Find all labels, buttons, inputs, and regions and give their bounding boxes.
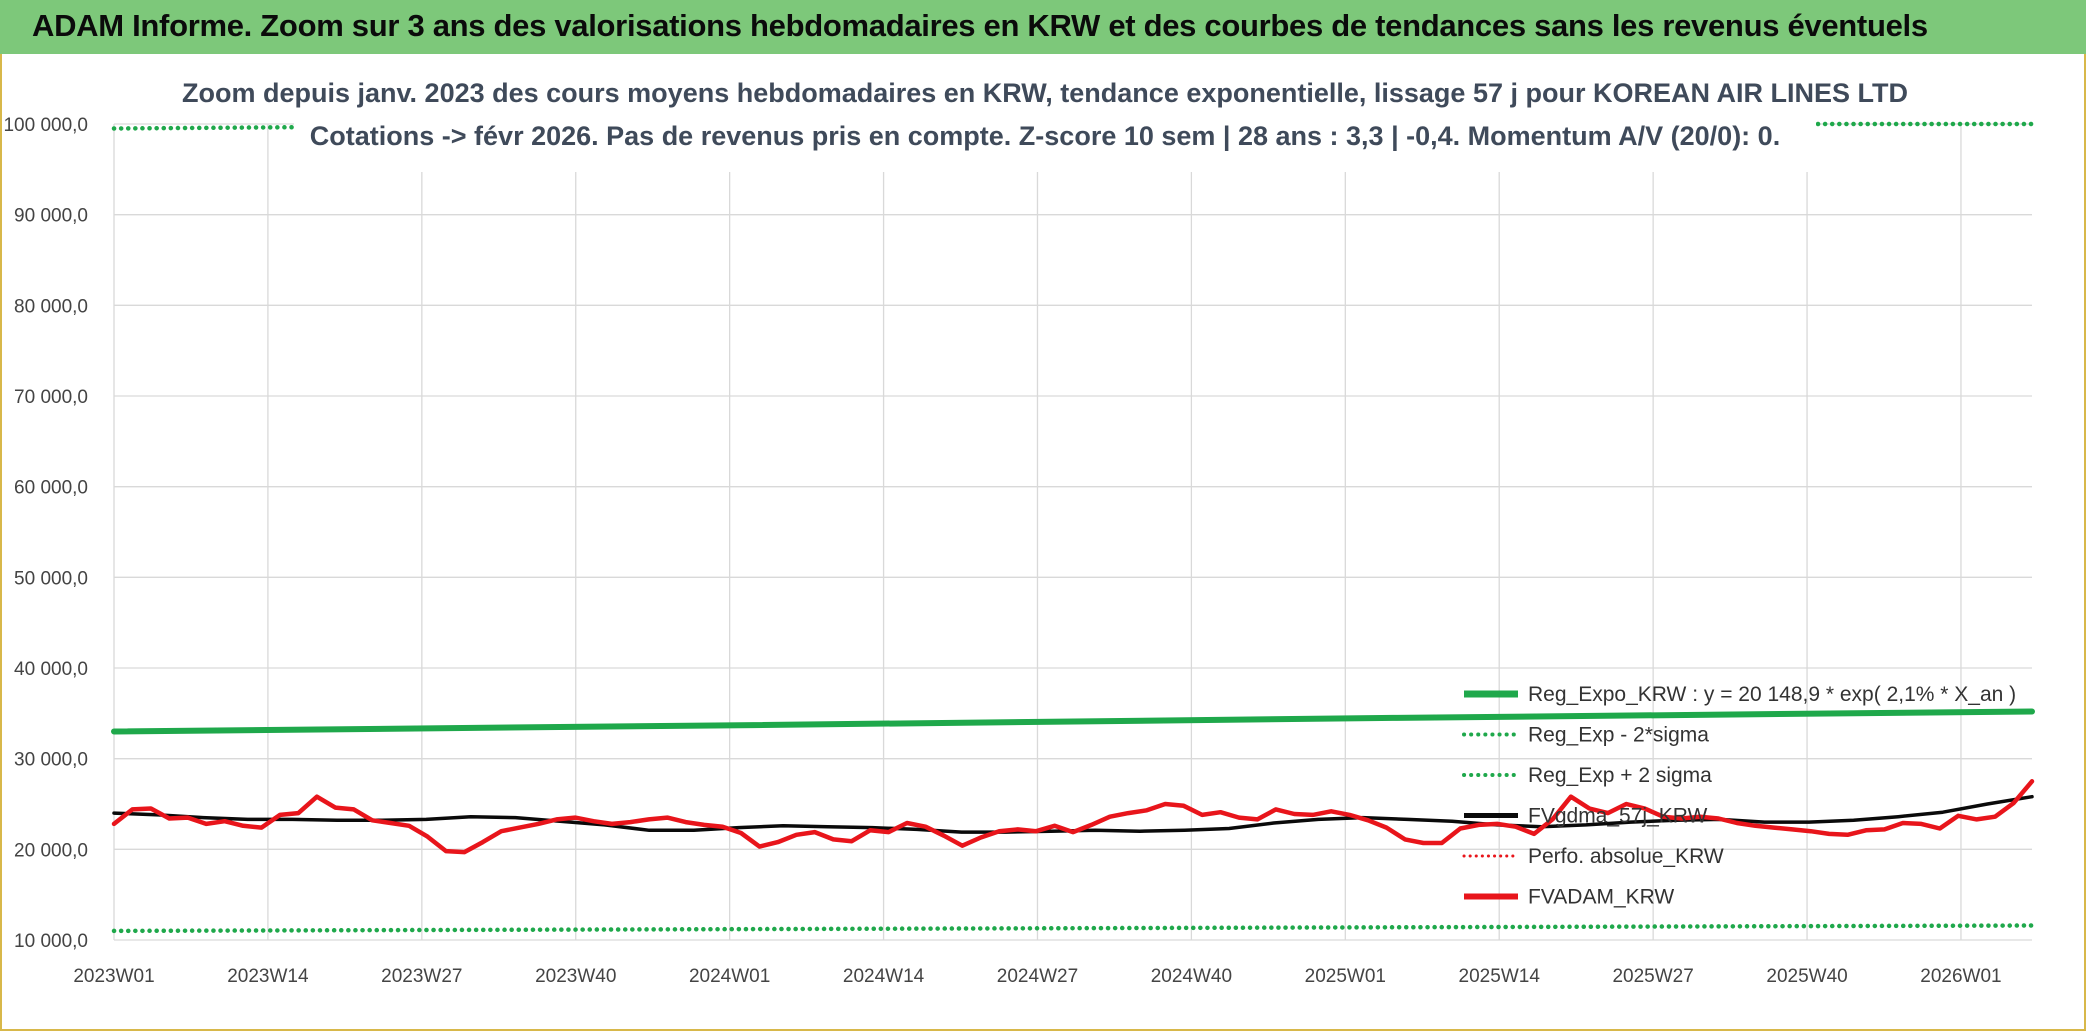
legend-label: Perfo. absolue_KRW <box>1528 845 1724 868</box>
x-tick-label: 2024W40 <box>1151 966 1232 987</box>
y-tick-label: 100 000,0 <box>3 115 88 136</box>
y-tick-label: 50 000,0 <box>14 568 88 589</box>
x-tick-label: 2025W27 <box>1612 966 1693 987</box>
y-tick-label: 40 000,0 <box>14 659 88 680</box>
y-tick-label: 60 000,0 <box>14 478 88 499</box>
legend-label: Reg_Expo_KRW : y = 20 148,9 * exp( 2,1% … <box>1528 683 2016 706</box>
chart-subtitle: Cotations -> févr 2026. Pas de revenus p… <box>310 121 1780 151</box>
x-tick-label: 2023W14 <box>227 966 309 987</box>
chart-frame: 10 000,0 20 000,0 30 000,0 40 000,0 50 000,0… <box>0 54 2086 1031</box>
legend-label: Reg_Exp - 2*sigma <box>1528 724 1709 747</box>
y-tick-label: 90 000,0 <box>14 206 88 227</box>
x-tick-label: 2024W27 <box>997 966 1078 987</box>
x-tick-label: 2023W27 <box>381 966 462 987</box>
y-tick-label: 30 000,0 <box>14 750 88 771</box>
x-tick-label: 2023W40 <box>535 966 616 987</box>
y-tick-label: 80 000,0 <box>14 296 88 317</box>
x-tick-label: 2025W14 <box>1459 966 1541 987</box>
banner-title: ADAM Informe. Zoom sur 3 ans des valoris… <box>32 8 1928 43</box>
y-tick-label: 70 000,0 <box>14 387 88 408</box>
x-tick-label: 2026W01 <box>1920 966 2001 987</box>
banner: ADAM Informe. Zoom sur 3 ans des valoris… <box>0 0 2086 54</box>
series-line-regression <box>111 708 2035 735</box>
y-tick-label: 10 000,0 <box>14 931 88 952</box>
title-box <box>294 60 1816 172</box>
legend-label: FVgdma_57j_KRW <box>1528 805 1708 828</box>
y-tick-label: 20 000,0 <box>14 840 88 861</box>
series-line-reg-minus-2sigma <box>111 923 2035 934</box>
x-tick-label: 2025W40 <box>1766 966 1847 987</box>
legend-label: Reg_Exp + 2 sigma <box>1528 764 1712 787</box>
line-chart: 10 000,0 20 000,0 30 000,0 40 000,0 50 000,0… <box>3 60 2035 987</box>
legend-label: FVADAM_KRW <box>1528 886 1674 909</box>
x-tick-label: 2024W14 <box>843 966 925 987</box>
x-tick-label: 2025W01 <box>1305 966 1386 987</box>
x-tick-label: 2023W01 <box>73 966 154 987</box>
series-line-price <box>111 779 2035 855</box>
chart-title: Zoom depuis janv. 2023 des cours moyens … <box>182 78 1908 108</box>
x-tick-label: 2024W01 <box>689 966 770 987</box>
